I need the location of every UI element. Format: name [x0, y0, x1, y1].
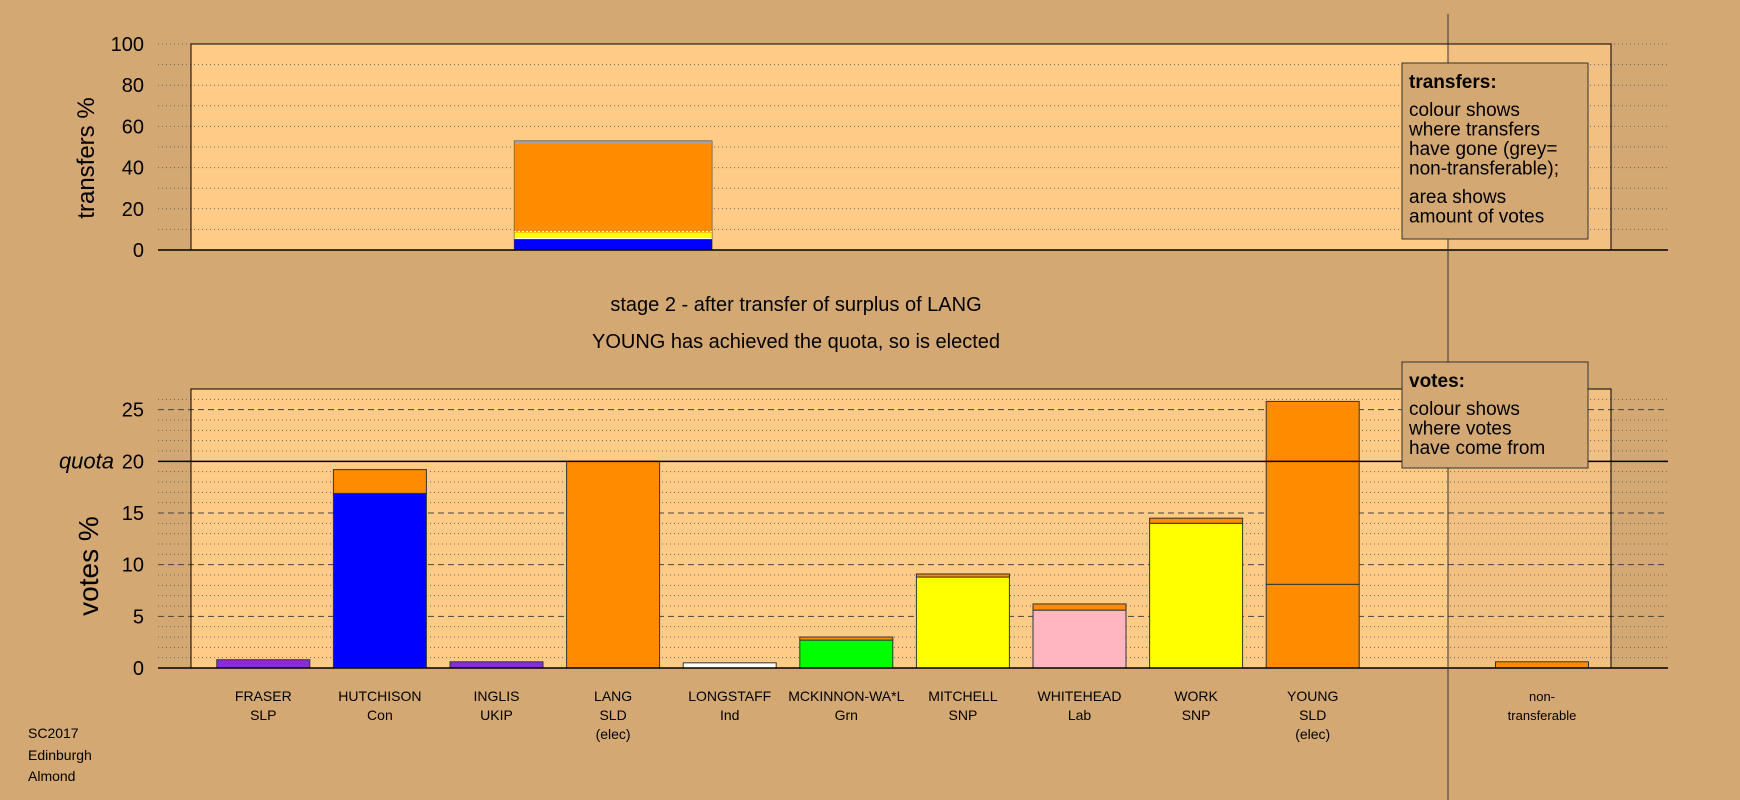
candidate-note-label: (elec) — [596, 726, 631, 742]
candidate-party-label: SLD — [599, 707, 626, 723]
transfer-segment — [514, 140, 713, 144]
footer-line-3: Almond — [28, 768, 75, 784]
candidate-name-label: YOUNG — [1287, 688, 1338, 704]
vote-bar-segment — [449, 661, 544, 669]
quota-label: quota — [59, 448, 114, 473]
candidate-party-label: Con — [367, 707, 393, 723]
vote-bar-segment — [332, 492, 427, 669]
vote-bar-segment — [1265, 583, 1360, 669]
transfers-legend-line: have gone (grey= — [1409, 139, 1557, 160]
nontransferable-bar-segment — [1495, 661, 1589, 669]
votes-tick-label: 0 — [133, 658, 144, 680]
transfer-segment — [514, 238, 713, 250]
candidate-name-label: MCKINNON-WA*L — [788, 688, 904, 704]
footer-line-2: Edinburgh — [28, 747, 92, 763]
footer-line-1: SC2017 — [28, 725, 79, 741]
transfers-legend-line: area shows — [1409, 187, 1506, 208]
candidate-party-label: Ind — [720, 707, 739, 723]
votes-legend-line: where votes — [1408, 419, 1511, 440]
vote-bar-segment — [1032, 609, 1127, 669]
votes-tick-label: 10 — [122, 555, 144, 577]
transfers-legend-box — [1401, 62, 1589, 240]
transfers-legend-line: non-transferable); — [1409, 159, 1559, 180]
vote-bar-segment — [566, 460, 661, 669]
candidate-name-label: WHITEHEAD — [1038, 688, 1122, 704]
transfers-legend-title: transfers: — [1409, 72, 1497, 93]
candidate-party-label: SLD — [1299, 707, 1326, 723]
vote-bar-segment — [216, 659, 311, 669]
candidate-name-label: WORK — [1174, 688, 1218, 704]
vote-bar-segment — [1032, 603, 1127, 611]
candidate-name-label: HUTCHISON — [338, 688, 421, 704]
transfers-tick-label: 20 — [122, 199, 144, 221]
nontransferable-label-2: transferable — [1508, 708, 1577, 723]
bars-layer — [216, 140, 1589, 669]
votes-legend-line: colour shows — [1409, 399, 1520, 420]
vote-bar-segment — [1149, 522, 1244, 669]
transfers-legend-line: where transfers — [1408, 120, 1540, 141]
vote-bar-segment — [1265, 400, 1360, 585]
vote-bar-segment — [682, 662, 777, 669]
candidate-name-label: INGLIS — [474, 688, 520, 704]
vote-bar-segment — [915, 576, 1010, 669]
transfers-tick-label: 40 — [122, 158, 144, 180]
vote-bar-segment — [799, 636, 894, 641]
transfer-segment — [514, 232, 713, 239]
votes-axis-label: votes % — [73, 516, 104, 616]
vote-bar-segment — [915, 573, 1010, 578]
candidate-name-label: FRASER — [235, 688, 292, 704]
votes-tick-label: 5 — [133, 606, 144, 628]
stage-caption: stage 2 - after transfer of surplus of L… — [610, 294, 981, 316]
votes-legend-line: have come from — [1409, 438, 1545, 459]
vote-bar-segment — [332, 469, 427, 494]
vote-bar-segment — [1149, 517, 1244, 524]
votes-panel-overlay — [191, 389, 1611, 668]
transfers-legend-line: colour shows — [1409, 100, 1520, 121]
candidate-note-label: (elec) — [1295, 726, 1330, 742]
candidate-name-label: LANG — [594, 688, 632, 704]
transfers-tick-label: 0 — [133, 240, 144, 262]
votes-legend-box — [1401, 361, 1589, 469]
transfers-tick-label: 60 — [122, 116, 144, 138]
votes-tick-label: 20 — [122, 451, 144, 473]
candidate-party-label: SNP — [1182, 707, 1211, 723]
candidate-name-label: MITCHELL — [928, 688, 997, 704]
transfers-tick-label: 80 — [122, 75, 144, 97]
text-layer: stage 2 - after transfer of surplus of L… — [28, 294, 1000, 784]
candidate-party-label: Lab — [1068, 707, 1092, 723]
candidate-party-label: SLP — [250, 707, 276, 723]
status-caption: YOUNG has achieved the quota, so is elec… — [592, 331, 1000, 353]
transfer-segment — [514, 143, 713, 233]
candidate-party-label: UKIP — [480, 707, 513, 723]
votes-tick-label: 25 — [122, 400, 144, 422]
votes-legend-title: votes: — [1409, 371, 1465, 392]
vote-bar-segment — [799, 639, 894, 669]
nontransferable-label-1: non- — [1529, 689, 1555, 704]
transfers-axis-label: transfers % — [73, 97, 100, 218]
candidate-party-label: SNP — [949, 707, 978, 723]
votes-tick-label: 15 — [122, 503, 144, 525]
candidate-party-label: Grn — [835, 707, 858, 723]
transfers-tick-label: 100 — [111, 34, 144, 56]
transfers-legend-line: amount of votes — [1409, 207, 1544, 228]
candidate-name-label: LONGSTAFF — [688, 688, 771, 704]
